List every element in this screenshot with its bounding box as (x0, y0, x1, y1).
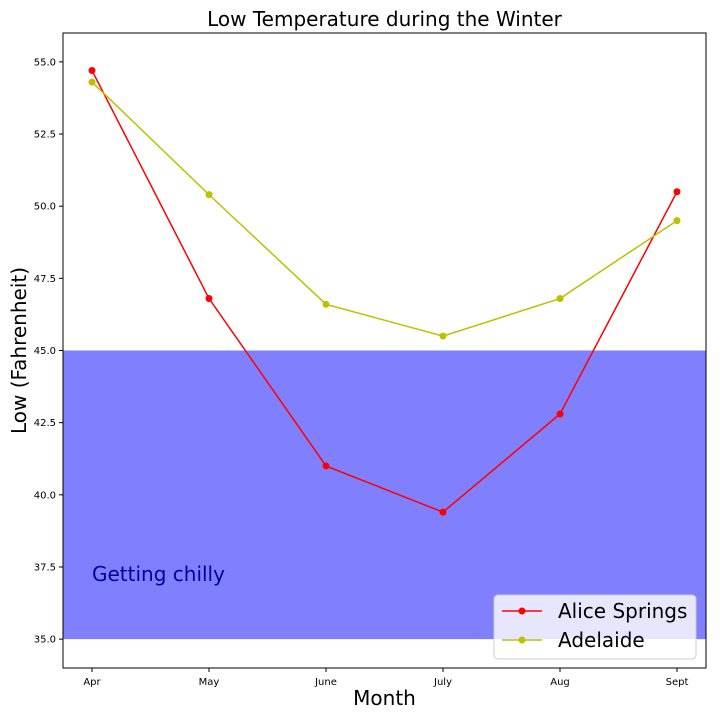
data-point-adelaide (439, 332, 447, 340)
legend-label: Adelaide (558, 628, 645, 652)
chilly-band (63, 350, 706, 640)
legend-box (493, 594, 697, 660)
legend-label: Alice Springs (558, 599, 687, 623)
x-tick-label: Sept (666, 677, 689, 688)
y-tick-label: 55.0 (34, 57, 56, 68)
y-tick-label: 37.5 (34, 562, 56, 573)
y-tick-label: 35.0 (34, 635, 56, 646)
x-tick-label: May (199, 677, 220, 688)
chilly-band-label: Getting chilly (92, 562, 225, 586)
data-point-adelaide (88, 78, 96, 86)
y-tick-label: 45.0 (34, 346, 56, 357)
x-tick-label: June (314, 677, 337, 688)
x-tick-label: July (433, 677, 452, 688)
data-point-adelaide (205, 191, 213, 199)
y-tick-label: 47.5 (34, 274, 56, 285)
data-point-alice-springs (88, 67, 96, 75)
series-layer (88, 67, 681, 516)
y-axis-title: Low (Fahrenheit) (7, 267, 31, 434)
y-tick-label: 42.5 (34, 418, 56, 429)
legend: Alice Springs Adelaide (493, 594, 697, 660)
series-line-adelaide (91, 81, 678, 337)
series-line-alice-springs (91, 70, 678, 513)
y-axis-ticks: 35.0 37.5 40.0 42.5 45.0 47.5 50.0 52.5 55.0 (34, 57, 63, 646)
x-axis-ticks: Apr May June July Aug Sept (83, 668, 688, 688)
data-point-alice-springs (673, 188, 681, 196)
data-point-alice-springs (205, 295, 213, 303)
legend-marker (518, 636, 526, 644)
chart-title: Low Temperature during the Winter (207, 7, 563, 31)
data-point-alice-springs (439, 508, 447, 516)
data-point-adelaide (322, 300, 330, 308)
data-point-alice-springs (556, 410, 564, 418)
x-axis-title: Month (353, 686, 416, 710)
y-tick-label: 50.0 (34, 202, 56, 213)
data-point-adelaide (556, 295, 564, 303)
y-tick-label: 40.0 (34, 490, 56, 501)
x-tick-label: Apr (83, 677, 101, 688)
legend-marker (518, 607, 526, 615)
data-point-adelaide (673, 217, 681, 225)
y-tick-label: 52.5 (34, 130, 56, 141)
data-point-alice-springs (322, 462, 330, 470)
x-tick-label: Aug (550, 677, 570, 688)
